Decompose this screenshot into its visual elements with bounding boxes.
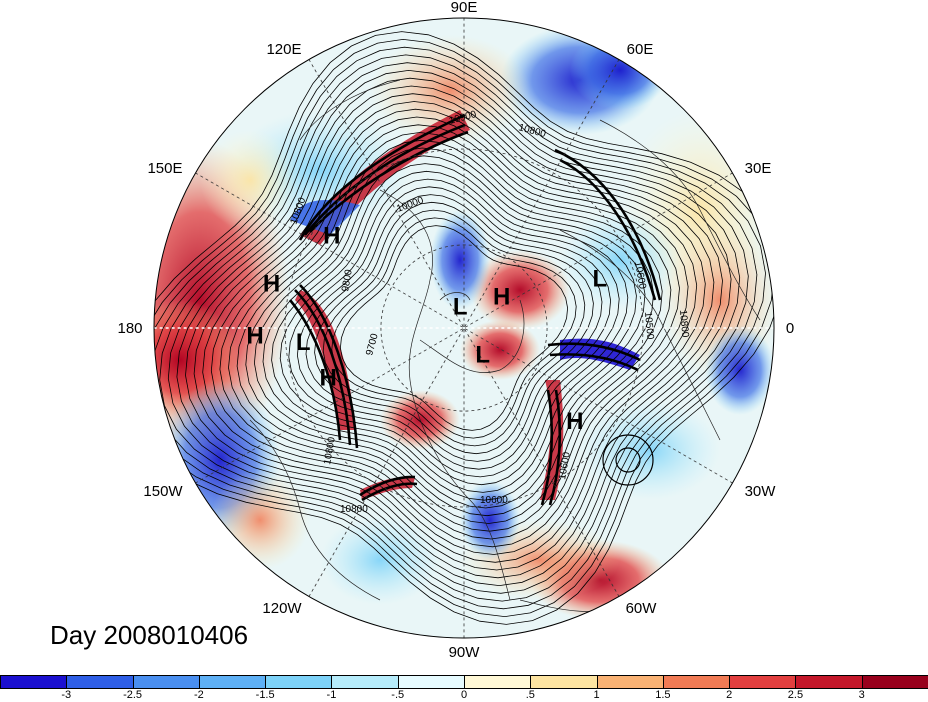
- lon-label-90e: 90E: [451, 0, 478, 16]
- height-contour: [228, 124, 680, 532]
- colorbar-tick-label: 2.5: [787, 689, 804, 701]
- low-pressure-marker: L: [593, 266, 608, 293]
- colorbar-segment: [596, 675, 664, 689]
- lon-label-150e: 150E: [147, 160, 182, 177]
- graticule: [154, 18, 774, 638]
- height-contour: [245, 139, 663, 517]
- colorbar-segment: [795, 675, 863, 689]
- colorbar-segment: [132, 675, 200, 689]
- height-contour: [154, 31, 774, 625]
- high-pressure-marker: H: [319, 364, 336, 391]
- colorbar-tick-label: 1.5: [655, 689, 671, 701]
- height-contour: [296, 186, 612, 470]
- colorbar-tick-label: -2: [193, 689, 204, 701]
- height-contour: [219, 116, 689, 540]
- latitude-circle: [380, 244, 548, 412]
- height-contour: [288, 178, 620, 478]
- high-pressure-marker: H: [493, 283, 510, 310]
- coastlines: [249, 79, 761, 612]
- contour-label: 10800: [340, 504, 368, 515]
- contour-label: 10600: [557, 451, 573, 481]
- low-pressure-marker: L: [475, 342, 490, 369]
- height-contour: [176, 77, 732, 579]
- lon-label-30e: 30E: [745, 160, 772, 177]
- colorbar-tick-label: -1: [326, 689, 337, 701]
- contour-label: 10500: [642, 311, 655, 340]
- colorbar-tick-label: -.5: [391, 689, 405, 701]
- colorbar-segment: [66, 675, 134, 689]
- jet-contours: [289, 113, 662, 506]
- colorbar-tick-label: 0: [460, 689, 468, 701]
- colorbar-tick-label: .5: [525, 689, 535, 701]
- colorbar-segment: [662, 675, 731, 689]
- colorbar-tick-label: -3: [61, 689, 72, 701]
- low-pressure-marker: L: [296, 329, 311, 356]
- colorbar-segment: [198, 675, 267, 689]
- colorbar-tick-label: -1.5: [255, 689, 275, 701]
- height-contour: [154, 38, 774, 618]
- contour-label: 10800: [322, 436, 338, 466]
- high-pressure-marker: H: [263, 271, 280, 298]
- colorbar-segment: [331, 675, 399, 689]
- contour-label: 9800: [340, 268, 355, 292]
- lon-label-60e: 60E: [627, 41, 654, 58]
- height-contours: [154, 31, 774, 625]
- low-pressure-marker: L: [453, 294, 468, 321]
- lon-label-0: 0: [786, 320, 794, 337]
- colorbar-tick-label: 2: [726, 689, 733, 701]
- lon-label-30w: 30W: [745, 483, 777, 500]
- height-contour: [154, 54, 758, 602]
- height-contour: [202, 101, 706, 555]
- latitude-circle: [284, 148, 644, 508]
- date-label: Day 2008010406: [50, 620, 249, 650]
- height-contour: [159, 62, 749, 594]
- colorbar-tick-label: -2.5: [123, 689, 143, 701]
- colorbar-segment: [397, 675, 465, 689]
- contour-label: 10800: [677, 309, 690, 338]
- lon-label-180: 180: [117, 320, 142, 337]
- height-contour: [331, 217, 577, 439]
- longitude-labels: 90E 60E 30E 0 30W 60W 90W 120W 150W 180 …: [117, 0, 794, 661]
- height-contour: [271, 163, 637, 493]
- lon-label-60w: 60W: [626, 600, 658, 617]
- contour-label: 10600: [480, 495, 508, 506]
- contour-label: 10600: [632, 261, 648, 291]
- lon-label-120e: 120E: [266, 41, 301, 58]
- colorbar-tick-label: 3: [858, 689, 865, 701]
- high-pressure-marker: H: [246, 322, 263, 349]
- colorbar-segment: [464, 675, 532, 689]
- colorbar-segment: [0, 675, 68, 689]
- lon-label-90w: 90W: [449, 644, 481, 661]
- colorbar-segment: [729, 675, 797, 689]
- height-contour: [339, 225, 569, 431]
- high-pressure-marker: H: [323, 222, 340, 249]
- colorbar-segment: [861, 675, 928, 689]
- colorbar: [0, 675, 928, 689]
- colorbar-segment: [530, 675, 598, 689]
- lon-label-150w: 150W: [143, 483, 183, 500]
- lon-label-120w: 120W: [262, 600, 302, 617]
- colorbar-segment: [265, 675, 333, 689]
- high-pressure-marker: H: [566, 408, 583, 435]
- map-boundary: [153, 17, 775, 639]
- colorbar-tick-label: 1: [593, 689, 600, 701]
